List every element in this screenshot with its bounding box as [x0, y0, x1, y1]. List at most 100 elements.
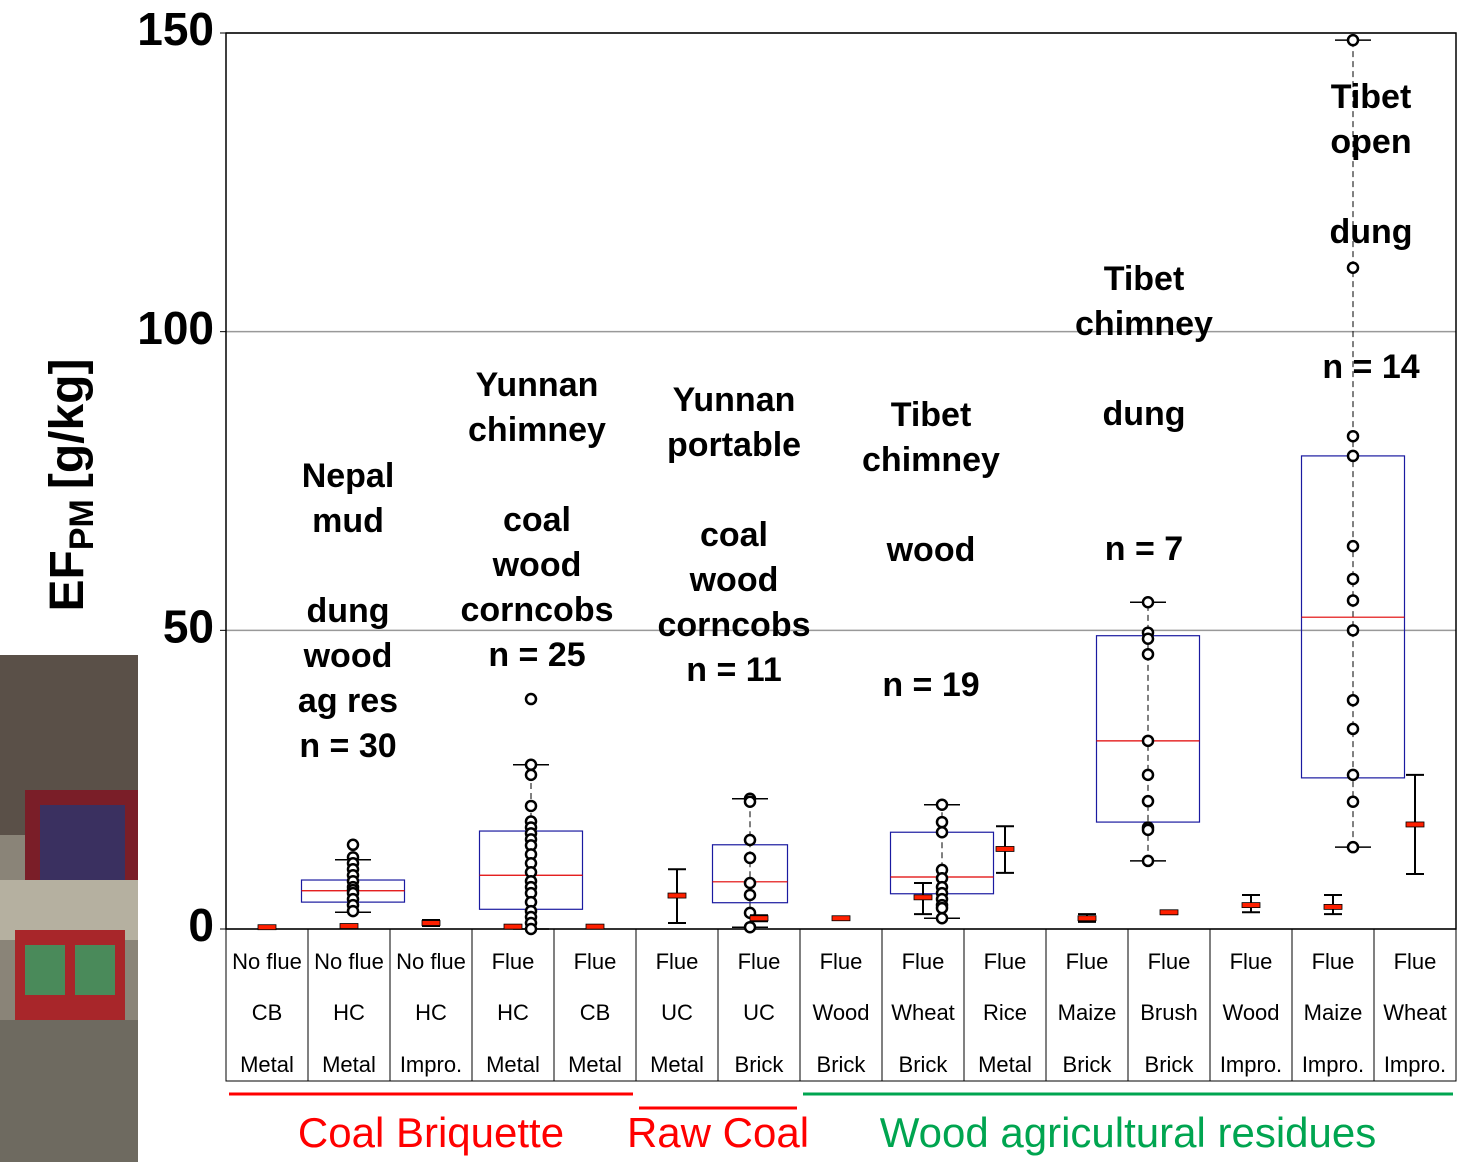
group-label: chimney [1075, 305, 1213, 343]
data-point [935, 911, 949, 925]
data-point [1141, 734, 1155, 748]
group-label: wood [303, 637, 393, 675]
category-label: Flue [1312, 949, 1355, 974]
group-label: coal [700, 516, 768, 554]
data-point [743, 851, 757, 865]
category-label: Flue [820, 949, 863, 974]
category-label: Maize [1304, 1000, 1363, 1025]
category-label: Brick [735, 1052, 785, 1077]
category-label: No flue [232, 949, 302, 974]
cat-median [503, 923, 523, 930]
y-label-main: EF [41, 550, 94, 611]
data-point [1141, 823, 1155, 837]
data-point [743, 795, 757, 809]
category-label: Wheat [891, 1000, 955, 1025]
group-label: wood [886, 531, 976, 569]
data-point [1346, 594, 1360, 607]
data-point [1141, 647, 1155, 661]
category-label: Flue [984, 949, 1027, 974]
cat-median [1405, 821, 1425, 828]
category-label: Flue [902, 949, 945, 974]
data-point [1346, 449, 1360, 463]
group-label: n = 14 [1322, 348, 1419, 386]
cat-median [339, 923, 359, 929]
data-point [524, 758, 538, 771]
y-tick-label: 100 [137, 302, 214, 354]
y-tick-label: 50 [163, 600, 214, 652]
group-label: Tibet [1104, 260, 1185, 298]
data-point [935, 901, 949, 915]
data-point [1346, 795, 1360, 809]
data-point [743, 876, 757, 890]
cat-median [1241, 902, 1261, 909]
category-label: Wood [1222, 1000, 1279, 1025]
data-point [1346, 693, 1360, 707]
cat-median [1159, 909, 1179, 916]
group-label: open [1330, 123, 1411, 161]
y-label-unit: [g/kg] [41, 359, 94, 490]
group-label: n = 19 [882, 666, 979, 704]
data-point [743, 888, 757, 902]
category-label: HC [333, 1000, 365, 1025]
category-label: Impro. [1384, 1052, 1446, 1077]
data-point [1346, 261, 1360, 275]
group-label: coal [503, 501, 571, 539]
data-point [524, 922, 538, 936]
plot-frame [225, 32, 1457, 930]
category-label: UC [661, 1000, 693, 1025]
data-point [1346, 429, 1360, 443]
group-label: wood [689, 561, 779, 599]
group-label: chimney [468, 411, 606, 449]
data-point [1346, 572, 1360, 586]
y-axis-label: EFPM [g/kg] [41, 359, 101, 612]
category-label: Brush [1140, 1000, 1197, 1025]
category-label: Metal [322, 1052, 376, 1077]
category-label: Impro. [400, 1052, 462, 1077]
data-point [743, 833, 757, 847]
data-point [1141, 596, 1155, 609]
category-label: Impro. [1302, 1052, 1364, 1077]
data-point [935, 815, 949, 829]
cat-median [1323, 903, 1343, 910]
photo [0, 655, 138, 1162]
group-label: Nepal [302, 457, 395, 495]
category-label: Metal [486, 1052, 540, 1077]
data-point [1346, 768, 1360, 782]
cat-median [585, 923, 605, 930]
category-label: HC [497, 1000, 529, 1025]
category-label: UC [743, 1000, 775, 1025]
category-label: No flue [314, 949, 384, 974]
data-point [935, 798, 949, 812]
group-label: ag res [298, 682, 398, 720]
category-label: Brick [1145, 1052, 1195, 1077]
category-label: Metal [240, 1052, 294, 1077]
category-label: Rice [983, 1000, 1027, 1025]
category-label: Flue [1230, 949, 1273, 974]
cat-median [421, 920, 441, 926]
group-label: n = 11 [686, 651, 781, 689]
group-label: corncobs [657, 606, 810, 644]
category-label: Flue [492, 949, 535, 974]
category-label: Brick [1063, 1052, 1113, 1077]
group-label: n = 7 [1105, 530, 1183, 568]
data-point [935, 825, 949, 839]
cat-median [667, 892, 687, 899]
group-label: n = 25 [488, 636, 585, 674]
category-label: Brick [899, 1052, 949, 1077]
cat-median [257, 924, 277, 931]
category-label: Metal [568, 1052, 622, 1077]
fuel-label: Raw Coal [627, 1109, 809, 1156]
group-label: wood [492, 546, 582, 584]
category-label: HC [415, 1000, 447, 1025]
category-label: Brick [817, 1052, 867, 1077]
category-label: Impro. [1220, 1052, 1282, 1077]
group-label: chimney [862, 441, 1000, 479]
data-point [346, 904, 360, 918]
group-label: dung [1102, 395, 1185, 433]
group-label: dung [1329, 213, 1412, 251]
category-label: CB [252, 1000, 283, 1025]
group-label: n = 30 [299, 727, 396, 765]
group-label: corncobs [460, 591, 613, 629]
data-point [1346, 722, 1360, 736]
